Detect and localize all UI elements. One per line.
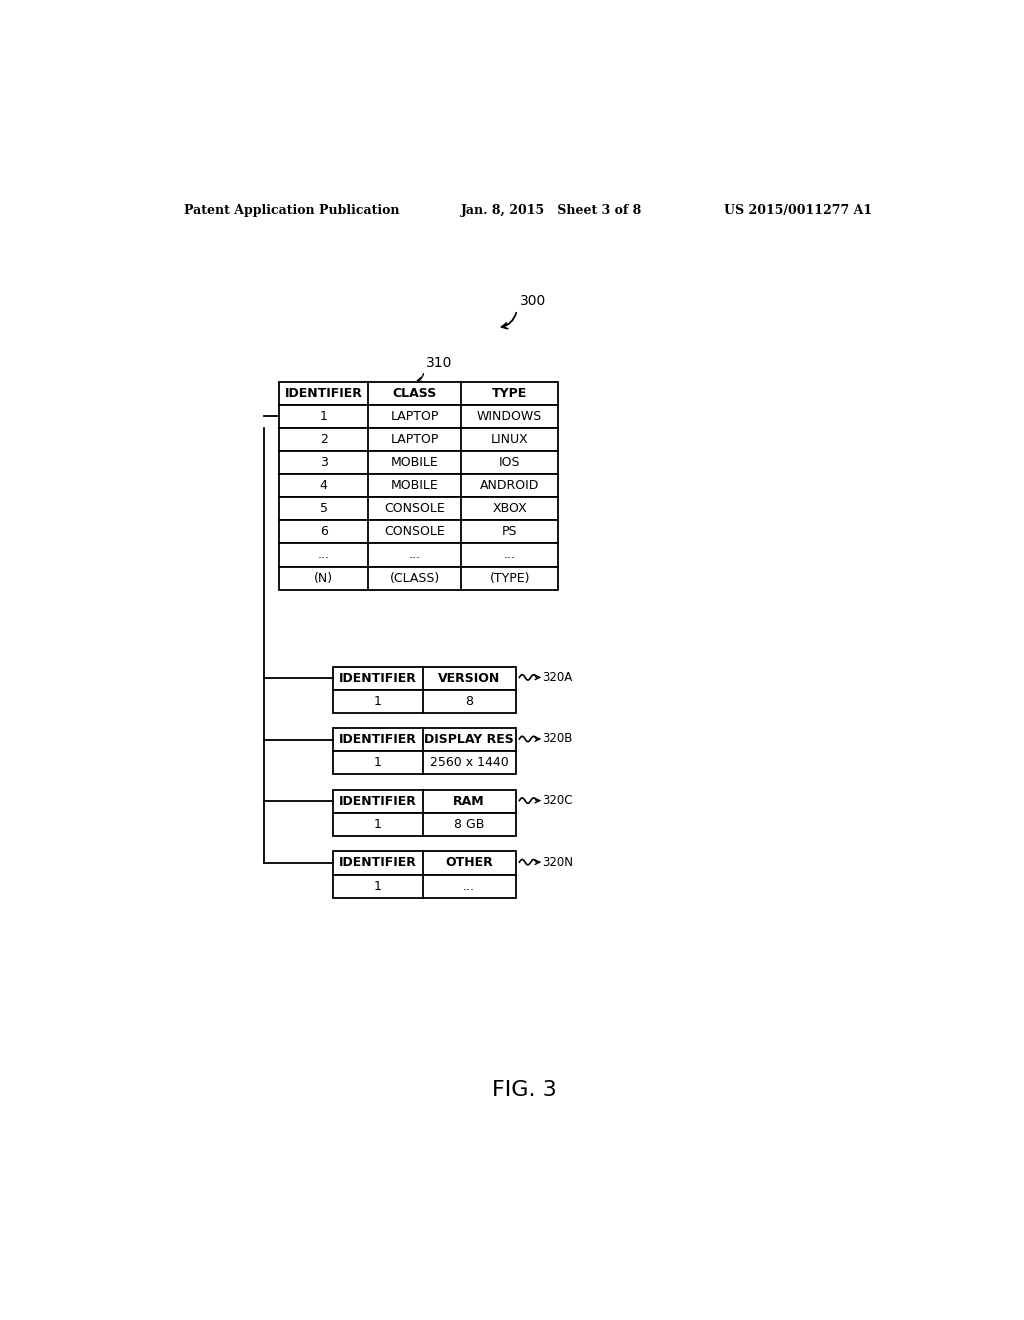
Text: 6: 6 [319,525,328,539]
Text: Patent Application Publication: Patent Application Publication [183,205,399,218]
Text: IDENTIFIER: IDENTIFIER [339,672,417,685]
Text: 3: 3 [319,455,328,469]
Text: IDENTIFIER: IDENTIFIER [339,857,417,870]
Text: LAPTOP: LAPTOP [390,409,439,422]
Text: 1: 1 [374,818,382,832]
Bar [334,851,515,875]
Text: CONSOLE: CONSOLE [384,502,445,515]
Bar [334,689,515,713]
Text: DISPLAY RES: DISPLAY RES [424,733,514,746]
Bar [334,813,515,836]
Text: 320N: 320N [543,855,573,869]
Text: CONSOLE: CONSOLE [384,525,445,539]
Text: 4: 4 [319,479,328,492]
Text: ...: ... [317,548,330,561]
Bar [334,667,515,689]
Text: 300: 300 [520,294,547,308]
Text: RAM: RAM [454,795,484,808]
Text: XBOX: XBOX [493,502,527,515]
Text: VERSION: VERSION [438,672,500,685]
Text: IDENTIFIER: IDENTIFIER [339,733,417,746]
Bar [334,751,515,775]
Text: 1: 1 [374,879,382,892]
Bar [280,544,558,566]
Bar [280,405,558,428]
Text: Jan. 8, 2015   Sheet 3 of 8: Jan. 8, 2015 Sheet 3 of 8 [461,205,642,218]
Text: 320C: 320C [543,795,573,807]
Text: 8: 8 [465,694,473,708]
Text: IDENTIFIER: IDENTIFIER [339,795,417,808]
Text: ...: ... [504,548,516,561]
Text: (N): (N) [314,572,333,585]
Bar [280,566,558,590]
Text: MOBILE: MOBILE [391,479,438,492]
FancyArrowPatch shape [418,374,424,381]
Bar [280,520,558,544]
FancyArrowPatch shape [502,313,516,329]
Bar [334,874,515,898]
Text: IDENTIFIER: IDENTIFIER [285,387,362,400]
Text: OTHER: OTHER [445,857,493,870]
Text: 1: 1 [319,409,328,422]
Text: 1: 1 [374,756,382,770]
Text: CLASS: CLASS [392,387,437,400]
Text: ...: ... [463,879,475,892]
Text: MOBILE: MOBILE [391,455,438,469]
Bar [334,789,515,813]
Text: WINDOWS: WINDOWS [477,409,543,422]
Bar [334,729,515,751]
Text: 320B: 320B [543,733,573,746]
Text: US 2015/0011277 A1: US 2015/0011277 A1 [724,205,872,218]
Text: (TYPE): (TYPE) [489,572,530,585]
Text: ANDROID: ANDROID [480,479,540,492]
Bar [280,381,558,405]
Text: PS: PS [502,525,517,539]
Text: LAPTOP: LAPTOP [390,433,439,446]
Text: 2: 2 [319,433,328,446]
Text: ...: ... [409,548,421,561]
Text: TYPE: TYPE [493,387,527,400]
Bar [280,451,558,474]
Text: LINUX: LINUX [490,433,528,446]
Text: IOS: IOS [499,455,520,469]
Text: 2560 x 1440: 2560 x 1440 [430,756,508,770]
Text: 1: 1 [374,694,382,708]
Bar [280,428,558,451]
Text: FIG. 3: FIG. 3 [493,1080,557,1100]
Text: 320A: 320A [543,671,572,684]
Bar [280,474,558,498]
Text: (CLASS): (CLASS) [389,572,440,585]
Text: 310: 310 [426,356,452,370]
Bar [280,498,558,520]
Text: 8 GB: 8 GB [454,818,484,832]
Text: 5: 5 [319,502,328,515]
